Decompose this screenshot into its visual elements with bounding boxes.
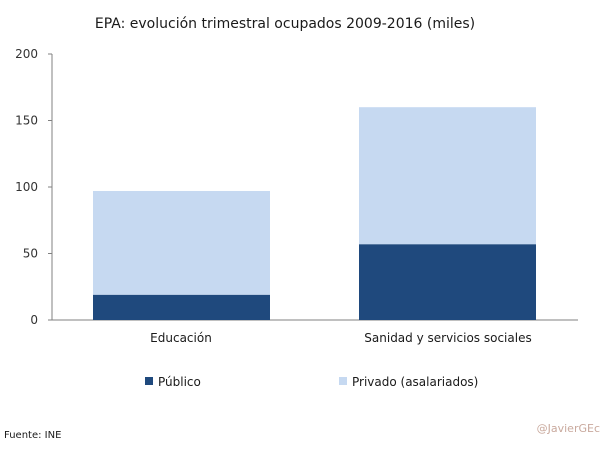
bars <box>93 107 536 320</box>
bar-privado-educacion <box>93 190 270 295</box>
source-note: Fuente: INE <box>4 430 61 441</box>
chart-title: EPA: evolución trimestral ocupados 2009-… <box>95 16 475 32</box>
legend-label-privado: Privado (asalariados) <box>352 375 478 389</box>
y-axis: 0 50 100 150 200 <box>15 47 53 327</box>
legend-swatch-publico <box>145 377 153 385</box>
bar-privado-sanidad <box>359 107 536 245</box>
legend: Público Privado (asalariados) <box>145 375 478 389</box>
x-axis: Educación Sanidad y servicios sociales <box>52 319 578 345</box>
bar-publico-educacion <box>93 294 270 320</box>
y-tick-label: 100 <box>15 180 38 194</box>
y-tick-label: 200 <box>15 47 38 61</box>
y-tick-label: 0 <box>30 313 38 327</box>
y-tick-label: 50 <box>23 247 38 261</box>
author-watermark: @JavierGEc <box>537 422 600 435</box>
x-tick-label-educacion: Educación <box>150 331 212 345</box>
x-tick-label-sanidad: Sanidad y servicios sociales <box>364 331 531 345</box>
bar-publico-sanidad <box>359 244 536 320</box>
legend-label-publico: Público <box>158 375 201 389</box>
legend-swatch-privado <box>339 377 347 385</box>
y-tick-label: 150 <box>15 114 38 128</box>
